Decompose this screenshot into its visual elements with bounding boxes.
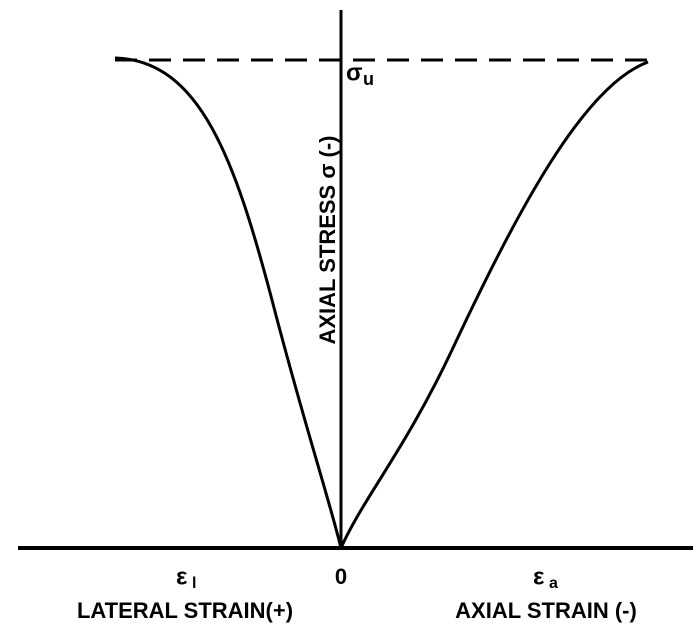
lateral-strain-symbol: ε — [176, 563, 187, 590]
ultimate-stress-subscript: u — [363, 69, 374, 89]
lateral-strain-subscript: l — [192, 575, 196, 592]
axial-strain-subscript: a — [549, 575, 558, 592]
axial-strain-symbol: ε — [533, 563, 544, 590]
origin-label: 0 — [335, 564, 347, 589]
x-axis-left-label: LATERAL STRAIN(+) — [77, 598, 293, 623]
x-axis-right-label: AXIAL STRAIN (-) — [455, 598, 637, 623]
axial-strain-curve — [339, 60, 649, 549]
y-axis-label: AXIAL STRESS σ (-) — [315, 136, 340, 345]
lateral-strain-curve — [114, 56, 343, 549]
ultimate-stress-symbol: σ — [346, 59, 362, 86]
